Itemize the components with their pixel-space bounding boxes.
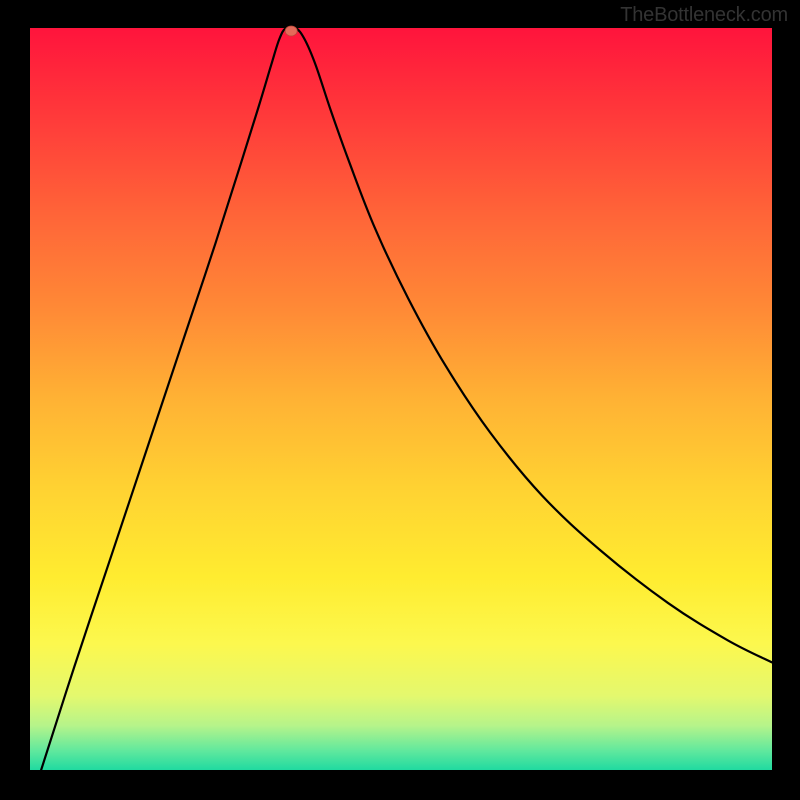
chart-svg bbox=[30, 28, 772, 770]
chart-frame bbox=[0, 0, 800, 800]
plot-area bbox=[30, 28, 772, 770]
optimum-marker bbox=[285, 26, 297, 36]
gradient-background bbox=[30, 28, 772, 770]
watermark-text: TheBottleneck.com bbox=[620, 4, 788, 27]
